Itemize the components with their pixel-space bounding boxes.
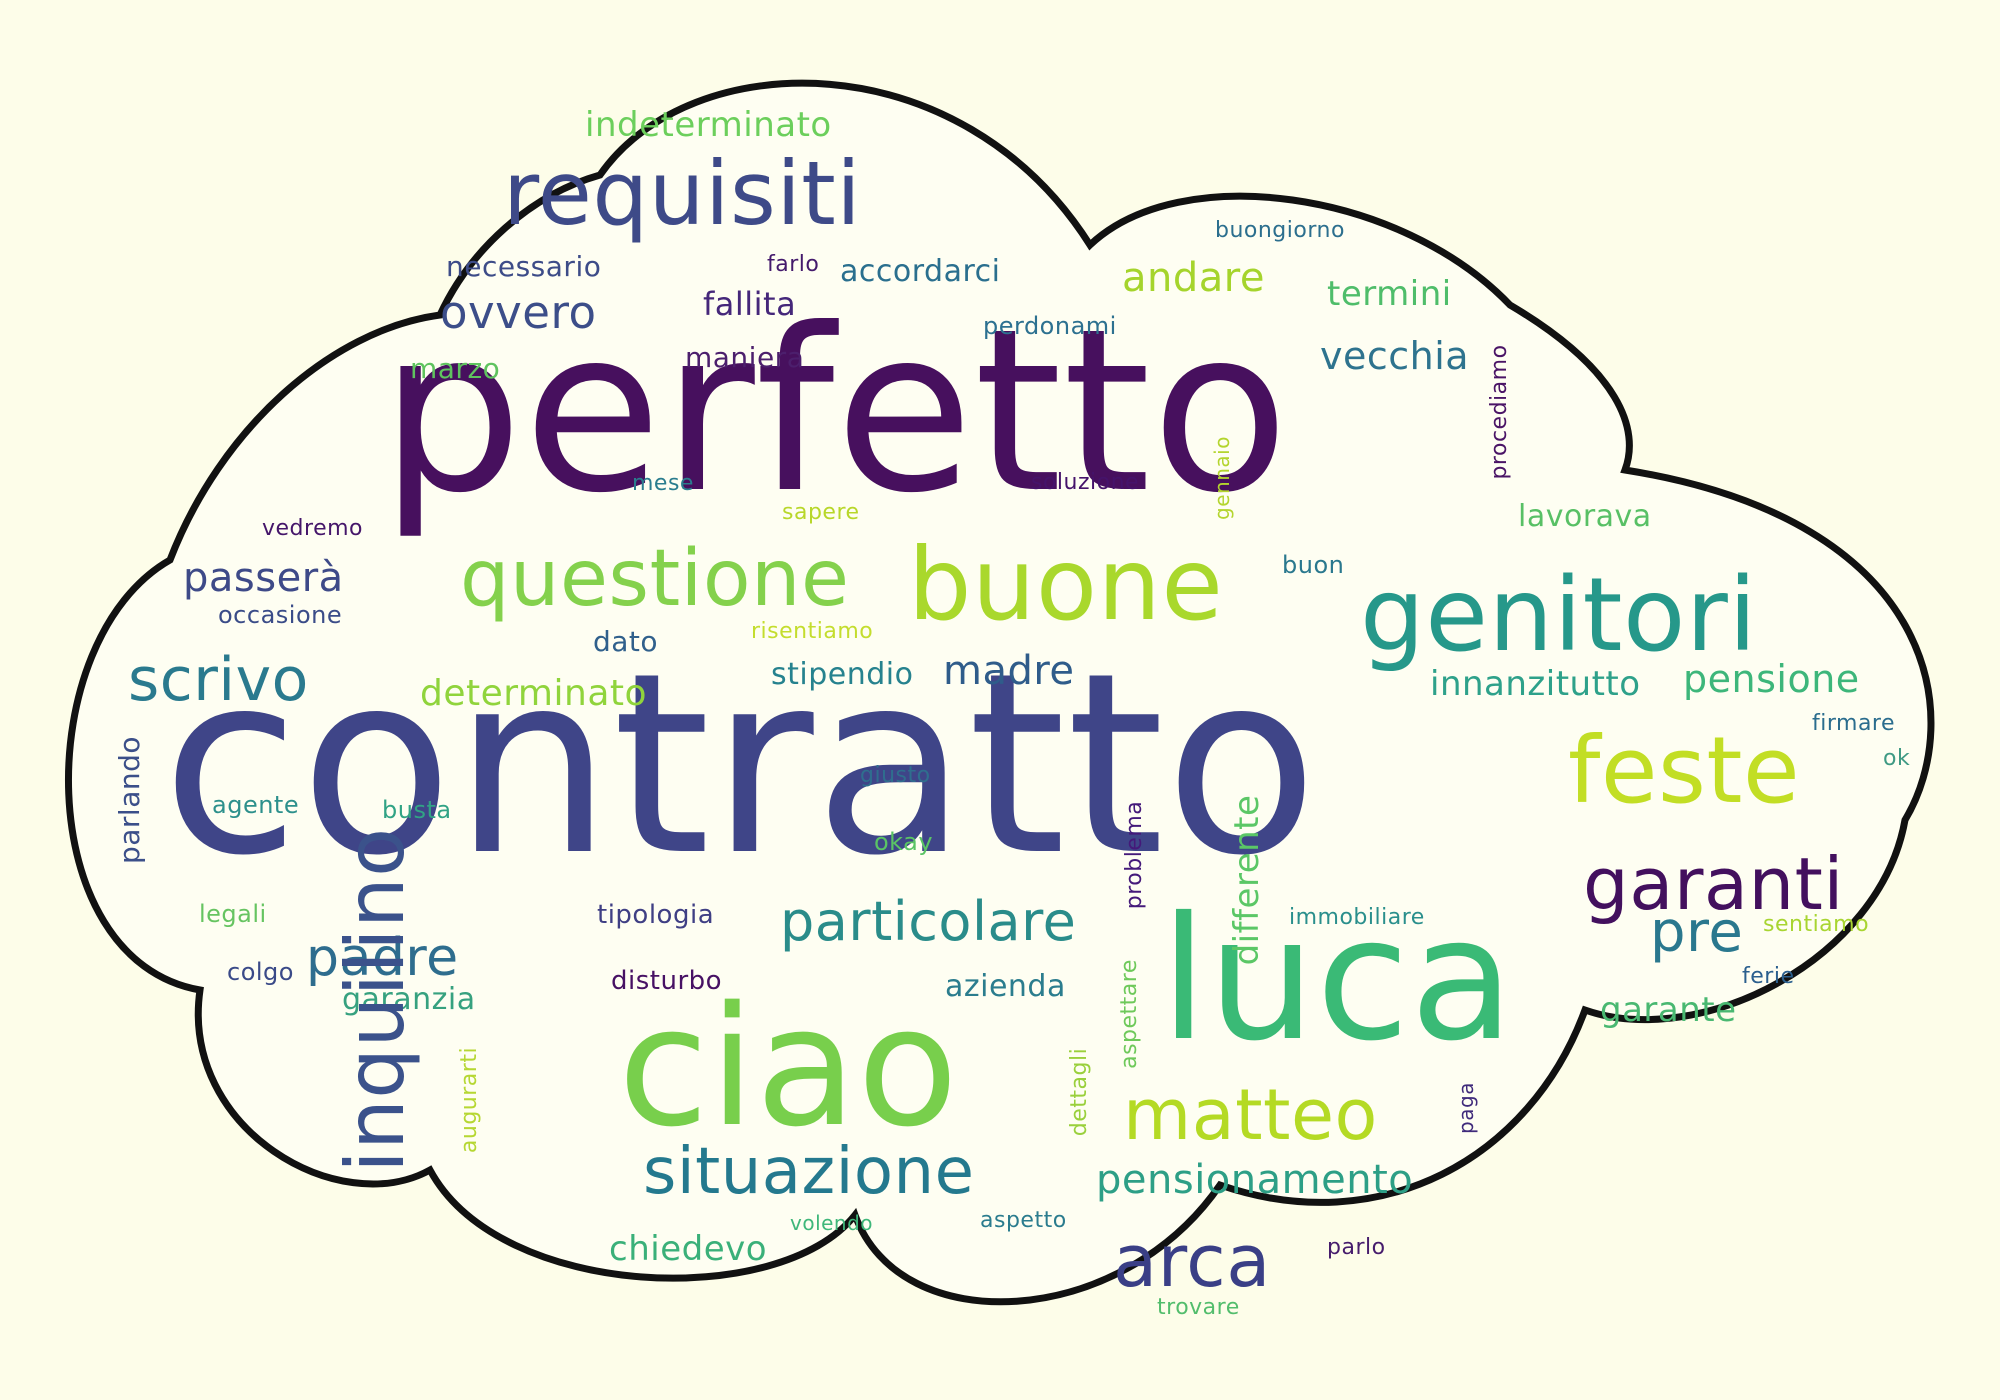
word-inquilino: inquilino	[329, 827, 422, 1173]
word-procediamo: procediamo	[1487, 344, 1512, 480]
word-dato: dato	[593, 625, 659, 658]
word-aspettare: aspettare	[1117, 959, 1142, 1069]
word-luca: luca	[1160, 881, 1515, 1079]
word-volendo: volendo	[790, 1211, 874, 1235]
word-ciao: ciao	[618, 971, 959, 1163]
word-augurarti: augurarti	[457, 1046, 482, 1154]
word-questione: questione	[460, 534, 850, 624]
word-garanti: garanti	[1583, 842, 1844, 926]
word-immobiliare: immobiliare	[1289, 905, 1425, 930]
word-requisiti: requisiti	[503, 142, 862, 245]
word-feste: feste	[1568, 717, 1801, 824]
word-necessario: necessario	[446, 250, 602, 283]
word-tipologia: tipologia	[597, 900, 715, 930]
word-farlo: farlo	[767, 252, 820, 277]
word-agente: agente	[212, 791, 300, 819]
word-indeterminato: indeterminato	[585, 105, 832, 145]
word-ovvero: ovvero	[440, 286, 597, 339]
word-sapere: sapere	[782, 500, 860, 525]
word-sentiamo: sentiamo	[1763, 912, 1870, 937]
word-buon: buon	[1282, 551, 1345, 579]
word-madre: madre	[943, 648, 1075, 694]
word-gennaio: gennaio	[1210, 436, 1234, 520]
word-mese: mese	[632, 471, 694, 496]
word-perdonami: perdonami	[983, 312, 1117, 340]
word-andare: andare	[1122, 255, 1265, 301]
word-perfetto: perfetto	[380, 281, 1290, 543]
word-stipendio: stipendio	[771, 657, 914, 692]
word-arca: arca	[1113, 1219, 1271, 1303]
word-pensione: pensione	[1683, 657, 1860, 701]
word-pensionamento: pensionamento	[1096, 1157, 1414, 1203]
word-maniera: maniera	[685, 341, 805, 374]
word-azienda: azienda	[945, 969, 1066, 1004]
word-scrivo: scrivo	[128, 645, 309, 715]
word-innanzitutto: innanzitutto	[1430, 664, 1641, 704]
word-differente: differente	[1227, 794, 1267, 966]
word-legali: legali	[199, 900, 267, 928]
word-busta: busta	[382, 796, 452, 824]
word-situazione: situazione	[643, 1135, 975, 1209]
word-giusto: giusto	[860, 763, 931, 788]
word-determinato: determinato	[420, 673, 648, 714]
word-matteo: matteo	[1123, 1074, 1378, 1156]
word-contratto: contratto	[162, 619, 1319, 910]
word-firmare: firmare	[1812, 711, 1896, 736]
word-paga: paga	[1454, 1082, 1478, 1134]
word-disturbo: disturbo	[611, 966, 723, 996]
word-buongiorno: buongiorno	[1215, 218, 1345, 243]
word-particolare: particolare	[780, 890, 1077, 953]
word-padre: padre	[306, 928, 459, 988]
word-passera: passerà	[183, 555, 344, 601]
word-soluzione: soluzione	[1031, 470, 1140, 495]
word-occasione: occasione	[218, 601, 343, 629]
word-aspetto: aspetto	[980, 1208, 1067, 1233]
word-trovare: trovare	[1157, 1295, 1240, 1320]
word-lavorava: lavorava	[1518, 499, 1652, 534]
word-vedremo: vedremo	[262, 516, 364, 541]
word-okay: okay	[874, 828, 934, 856]
word-termini: termini	[1327, 274, 1452, 314]
word-colgo: colgo	[227, 958, 294, 986]
word-parlando: parlando	[113, 735, 146, 865]
word-pre: pre	[1650, 900, 1744, 965]
cloud-path	[65, 79, 1935, 1306]
word-vecchia: vecchia	[1320, 334, 1470, 378]
word-ferie: ferie	[1742, 964, 1795, 989]
word-garanzia: garanzia	[342, 982, 476, 1017]
word-risentiamo: risentiamo	[751, 619, 874, 644]
word-garante: garante	[1600, 990, 1737, 1030]
word-chiedevo: chiedevo	[609, 1229, 768, 1269]
word-genitori: genitori	[1360, 556, 1758, 675]
word-accordarci: accordarci	[840, 254, 1001, 289]
word-fallita: fallita	[703, 285, 797, 323]
word-problema: problema	[1122, 800, 1147, 910]
word-marzo: marzo	[410, 352, 501, 385]
word-dettagli: dettagli	[1067, 1047, 1092, 1137]
word-ok: ok	[1883, 746, 1911, 771]
word-parlo: parlo	[1327, 1235, 1386, 1260]
word-buone: buone	[908, 526, 1224, 643]
